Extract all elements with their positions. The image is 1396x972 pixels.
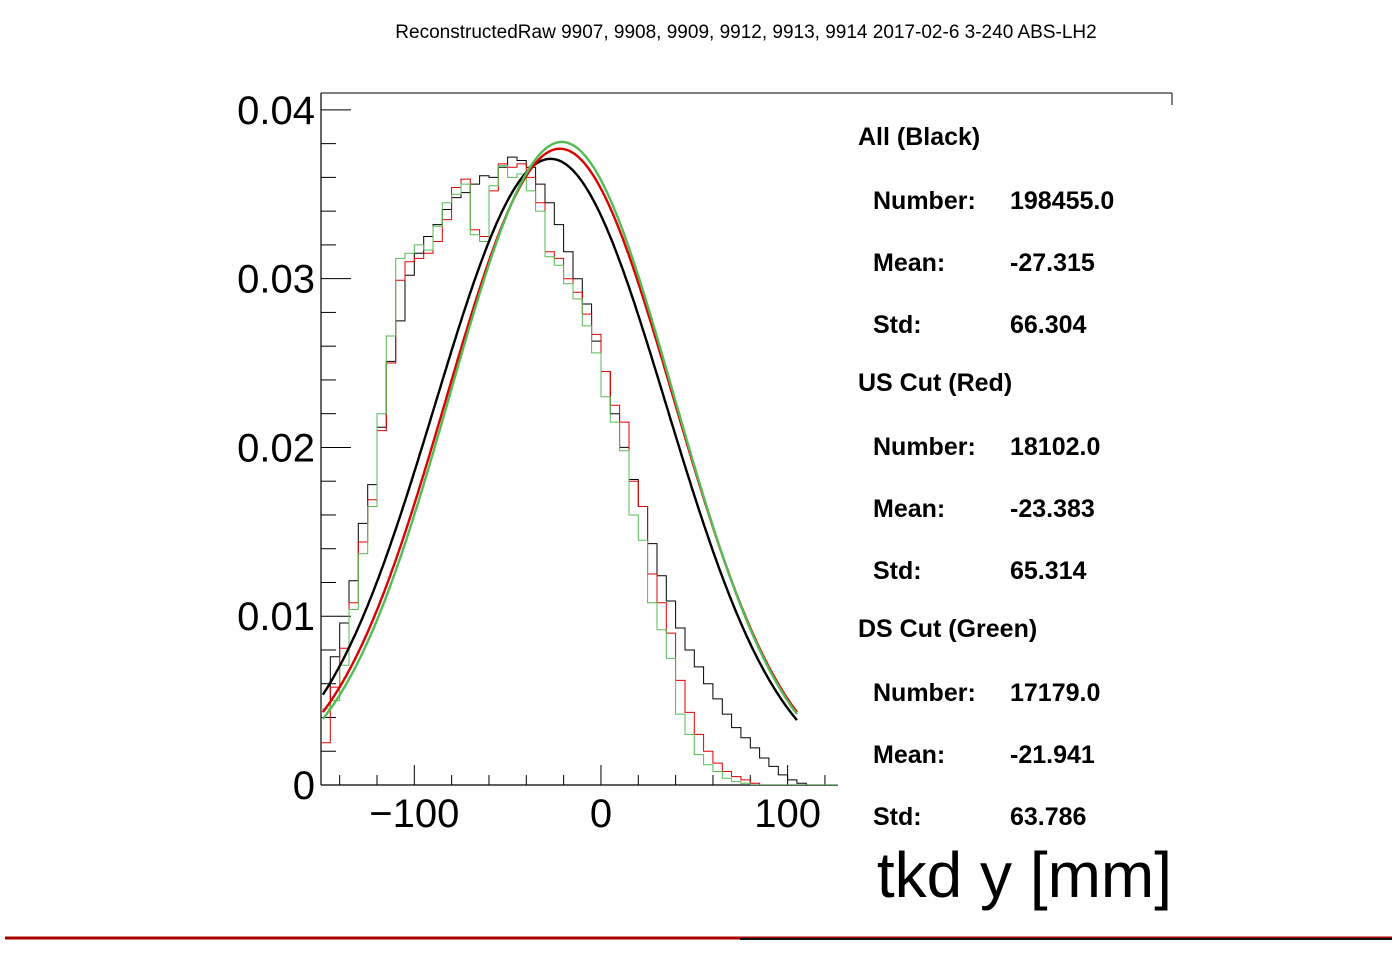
fit-curve-ds-cut — [321, 140, 798, 720]
stats-label: Number: — [873, 187, 976, 215]
stats-value: 65.314 — [1010, 557, 1087, 585]
x-tick-label: 0 — [590, 792, 612, 836]
y-tick-label: 0 — [293, 764, 315, 808]
stats-label: Mean: — [873, 741, 945, 769]
stats-heading: DS Cut (Green) — [858, 615, 1037, 643]
fit-curve-all — [321, 157, 798, 721]
x-tick-label: 100 — [754, 792, 821, 836]
x-axis-ticks: −100 0 100 — [339, 765, 826, 836]
y-tick-label: 0.03 — [237, 258, 315, 302]
stats-label: Std: — [873, 557, 922, 585]
y-tick-label: 0.04 — [237, 89, 315, 133]
chart-title: ReconstructedRaw 9907, 9908, 9909, 9912,… — [395, 22, 1096, 43]
stats-heading: US Cut (Red) — [858, 369, 1012, 397]
y-tick-label: 0.01 — [237, 595, 315, 639]
stats-value: 63.786 — [1010, 803, 1086, 831]
stats-value: -23.383 — [1010, 495, 1095, 523]
stats-label: Number: — [873, 679, 976, 707]
y-axis-ticks: 0 0.01 0.02 0.03 0.04 — [237, 89, 351, 808]
stats-value: 66.304 — [1010, 311, 1087, 339]
stats-heading: All (Black) — [858, 123, 980, 151]
histogram-ds-cut — [321, 165, 838, 785]
x-tick-label: −100 — [369, 792, 459, 836]
stats-label: Std: — [873, 311, 922, 339]
stats-label: Mean: — [873, 495, 945, 523]
stats-value: 17179.0 — [1010, 679, 1100, 707]
stats-value: 198455.0 — [1010, 187, 1114, 215]
stats-panel: All (Black) Number: 198455.0 Mean: -27.315 St… — [858, 123, 1114, 831]
y-tick-label: 0.02 — [237, 426, 315, 470]
stats-value: -27.315 — [1010, 249, 1095, 277]
histogram-series — [321, 156, 838, 785]
stats-label: Number: — [873, 433, 976, 461]
stats-value: 18102.0 — [1010, 433, 1100, 461]
histogram-us-cut — [321, 163, 838, 785]
fit-curves — [321, 140, 798, 721]
stats-label: Mean: — [873, 249, 945, 277]
stats-value: -21.941 — [1010, 741, 1095, 769]
stats-label: Std: — [873, 803, 922, 831]
fit-curve-us-cut — [321, 147, 798, 713]
x-axis-label: tkd y [mm] — [877, 839, 1172, 911]
histogram-all — [321, 156, 838, 785]
